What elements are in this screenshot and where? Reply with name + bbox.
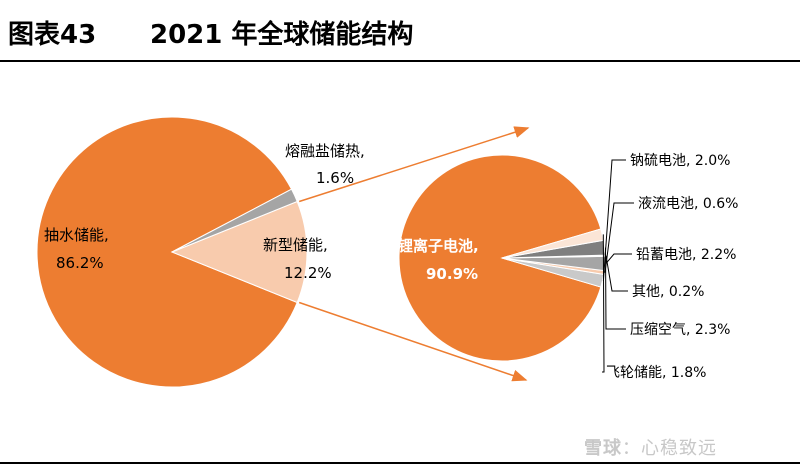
label-flow-battery: 液流电池, 0.6% [638, 196, 738, 212]
left-pie-slice-0 [36, 116, 298, 388]
label-new-storage-name: 新型储能, [263, 236, 328, 254]
figure-header: 图表43 2021 年全球储能结构 [0, 0, 800, 64]
label-pumped-hydro-name: 抽水储能, [44, 226, 109, 244]
figure-title: 2021 年全球储能结构 [150, 20, 414, 50]
footer-rule [0, 462, 800, 464]
header-rule [0, 60, 800, 62]
label-sodium-sulfur: 钠硫电池, 2.0% [630, 153, 730, 169]
connector-arrow-top [298, 126, 530, 203]
watermark-logo: 雪球 [584, 438, 622, 459]
pie-labels: 抽水储能, 86.2% 新型储能, 12.2% 熔融盐储热, 1.6% 锂离子电池, 90.9… [44, 142, 738, 381]
label-other: 其他, 0.2% [632, 284, 704, 300]
label-lithium-value: 90.9% [426, 265, 478, 283]
label-compressed-air: 压缩空气, 2.3% [630, 322, 730, 338]
label-pumped-hydro-value: 86.2% [56, 254, 104, 272]
left-pie-slice-1 [170, 200, 308, 304]
left-pie-slice-2 [171, 188, 298, 253]
global-storage-pie [36, 116, 308, 388]
label-molten-salt-value: 1.6% [316, 169, 354, 187]
label-lead-acid: 铅蓄电池, 2.2% [636, 247, 736, 263]
watermark-text: ：心稳致远 [622, 438, 717, 459]
connector-arrow-bottom [298, 301, 528, 382]
label-molten-salt-name: 熔融盐储热, [285, 142, 365, 160]
label-new-storage-value: 12.2% [284, 264, 332, 282]
label-flywheel: 飞轮储能, 1.8% [606, 365, 706, 381]
label-lithium-name: 锂离子电池, [398, 237, 479, 255]
leader-other [605, 255, 628, 292]
right-pie-slice-0 [398, 154, 602, 362]
leader-compressed-air [605, 247, 626, 330]
leader-lead-acid [605, 253, 632, 264]
new-storage-pie [398, 154, 606, 362]
leader-sodium-sulfur [602, 159, 626, 282]
connector-arrows [298, 126, 530, 382]
leader-flow-battery [604, 202, 634, 273]
watermark: 雪球：心稳致远 [584, 434, 717, 460]
leader-flywheel [602, 234, 605, 373]
label-leader-lines [602, 159, 634, 373]
figure-label: 图表43 [8, 20, 97, 50]
